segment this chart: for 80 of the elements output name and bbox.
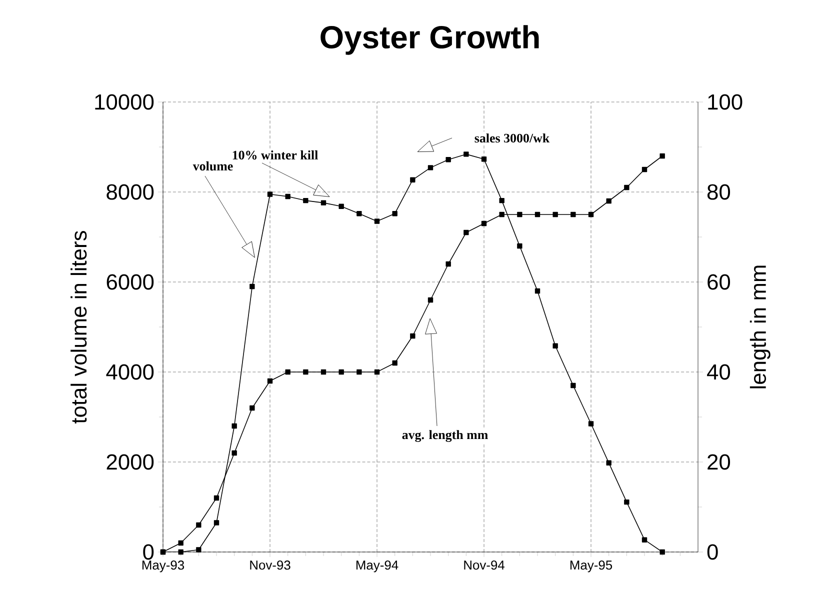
point	[410, 177, 416, 182]
y2-tick-label: 60	[708, 274, 730, 290]
point	[499, 212, 504, 218]
annotation: 10% winter kill	[232, 150, 318, 160]
point	[624, 184, 630, 190]
x-tick-label: May-93	[142, 560, 184, 572]
point	[285, 369, 290, 375]
y-tick-label: 4000	[106, 364, 154, 380]
y-tick-label: 6000	[106, 274, 154, 290]
y2-tick-label: 20	[708, 454, 730, 470]
point	[534, 212, 540, 218]
point	[428, 165, 434, 170]
point	[464, 230, 469, 236]
point	[267, 378, 273, 384]
point	[392, 211, 398, 216]
x-tick-label: Nov-93	[250, 560, 290, 570]
point	[410, 333, 416, 339]
point	[250, 284, 255, 290]
point	[606, 460, 612, 466]
point	[428, 297, 434, 303]
chart-title: Oyster Growth	[320, 25, 539, 55]
point	[214, 520, 220, 526]
point	[606, 198, 612, 204]
y2-tick-label: 80	[707, 184, 730, 200]
point	[392, 360, 398, 366]
point	[642, 166, 648, 172]
y2-axis-title: length in mm	[750, 266, 770, 388]
annotation: avg. length mm	[402, 430, 488, 442]
point	[338, 369, 344, 375]
point	[285, 194, 290, 200]
point	[481, 220, 487, 226]
y-tick-label: 10000	[95, 94, 154, 110]
point	[552, 343, 558, 348]
y2-tick-label: 100	[708, 94, 742, 110]
y-tick-label: 8000	[106, 184, 154, 200]
point	[374, 218, 380, 224]
point	[303, 198, 308, 204]
point	[552, 212, 558, 218]
point	[588, 212, 594, 218]
point	[624, 499, 630, 505]
point	[517, 243, 522, 249]
y2-tick-label: 40	[707, 364, 730, 380]
point	[178, 549, 184, 555]
y-tick-label: 0	[143, 544, 154, 560]
y2-tick-label: 0	[707, 544, 718, 560]
point	[196, 547, 202, 552]
point	[499, 198, 504, 204]
point	[517, 212, 522, 218]
point	[660, 153, 665, 159]
point	[570, 212, 576, 218]
point	[642, 537, 648, 542]
point	[267, 192, 273, 197]
y-tick-label: 2000	[106, 454, 154, 470]
point	[178, 540, 184, 546]
point	[534, 288, 540, 294]
point	[232, 423, 237, 429]
point	[356, 211, 362, 216]
point	[214, 495, 220, 501]
point	[446, 261, 451, 267]
point	[481, 156, 487, 162]
point	[570, 382, 576, 388]
x-tick-label: Nov-94	[464, 560, 504, 570]
point	[250, 405, 255, 411]
point	[320, 200, 326, 206]
annotation: sales 3000/wk	[474, 133, 550, 143]
point	[232, 450, 237, 456]
point	[356, 369, 362, 375]
x-tick-label: May-95	[570, 560, 612, 572]
point	[464, 152, 469, 157]
point	[588, 421, 594, 426]
point	[303, 369, 308, 375]
point	[196, 522, 202, 528]
point	[660, 549, 665, 555]
y-axis-title: total volume in liters	[70, 230, 87, 424]
annotation: volume	[192, 161, 233, 171]
point	[320, 369, 326, 375]
point	[374, 369, 380, 375]
x-tick-label: May-94	[356, 560, 398, 572]
point	[446, 157, 451, 162]
point	[338, 204, 344, 209]
